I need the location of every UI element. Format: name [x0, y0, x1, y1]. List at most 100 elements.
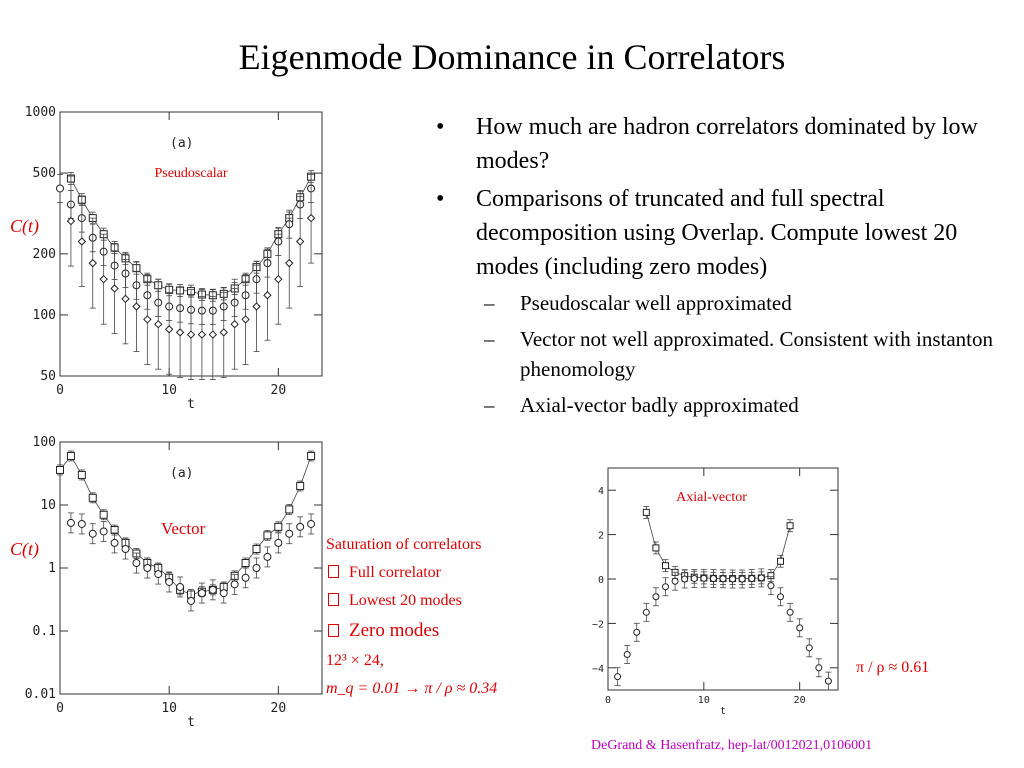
y-tick-label: 2 [598, 531, 604, 542]
y-tick-label: 0.1 [33, 624, 56, 639]
data-point-circle [230, 580, 239, 589]
data-point-square [274, 522, 283, 531]
panel-tag: (a) [170, 136, 193, 151]
data-point-circle [805, 644, 813, 652]
y-tick-label: 4 [598, 486, 604, 497]
x-tick-label: 10 [161, 383, 177, 398]
data-point-circle [709, 575, 717, 583]
x-tick-label: 0 [56, 701, 64, 716]
data-point-square [285, 505, 294, 514]
y-tick-label: 50 [40, 369, 56, 384]
data-point-circle [681, 575, 689, 583]
dash-icon: – [484, 393, 495, 417]
data-point-diamond [132, 302, 141, 311]
data-point-circle [642, 608, 650, 616]
x-tick-label: 0 [605, 695, 611, 706]
data-point-circle [757, 574, 765, 582]
x-tick-label: 10 [161, 701, 177, 716]
data-point-diamond [241, 315, 250, 324]
sub-bullet-item: – Vector not well approximated. Consiste… [432, 324, 1002, 384]
data-point-diamond [274, 274, 283, 284]
data-point-circle [274, 538, 283, 547]
data-point-diamond [175, 328, 185, 337]
data-point-circle [66, 518, 75, 527]
data-point-circle [187, 596, 195, 605]
data-point-circle [690, 575, 698, 583]
saturation-heading: Saturation of correlators [326, 536, 482, 553]
vector-plot: 0 10 20 t 100 10 1 0.1 0.01 (a) Vector [10, 430, 330, 750]
bullet-list: • How much are hadron correlators domina… [432, 110, 1002, 426]
y-tick-label: 1 [48, 561, 56, 576]
y-tick-label: −2 [592, 619, 604, 630]
citation: DeGrand & Hasenfratz, hep-lat/0012021,01… [591, 738, 873, 753]
legend-lowest-label: Lowest 20 modes [349, 592, 462, 609]
data-point-square [662, 562, 669, 570]
data-point-circle [176, 582, 185, 591]
x-tick-label: 20 [271, 383, 287, 398]
data-point-circle [777, 593, 784, 601]
y-tick-label: 200 [33, 247, 56, 262]
data-point-circle [614, 673, 622, 681]
data-point-square [56, 465, 64, 474]
panel-tag: (a) [170, 466, 193, 481]
data-point-circle [662, 583, 669, 591]
data-point-diamond [197, 330, 207, 339]
data-point-circle [623, 650, 631, 658]
data-point-diamond [164, 325, 174, 334]
legend-full-label: Full correlator [349, 564, 441, 581]
data-point-circle [110, 538, 119, 547]
y-tick-label: 1000 [25, 105, 56, 120]
legend-zero-label: Zero modes [349, 620, 440, 641]
data-point-circle [748, 575, 756, 583]
x-tick-label: 10 [698, 695, 710, 706]
axial-pi-rho-ratio: π / ρ ≈ 0.61 [856, 659, 930, 676]
data-point-square [777, 557, 784, 565]
sub-bullet-item: – Pseudoscalar well approximated [432, 288, 1002, 318]
data-point-diamond [77, 237, 87, 246]
y-tick-label: 100 [33, 308, 56, 323]
panel-label: Vector [161, 519, 206, 538]
data-point-circle [285, 529, 294, 538]
data-point-circle [197, 589, 206, 598]
square-marker-icon [328, 565, 339, 578]
data-point-square [307, 451, 316, 460]
data-point-circle [307, 519, 316, 528]
pseudoscalar-plot: 0 10 20 t 1000 500 200 100 50 (a) Pseudoscalar [10, 100, 330, 420]
bullet-item: • Comparisons of truncated and full spec… [432, 182, 1002, 284]
legend-zero-modes: Zero modes [326, 620, 497, 648]
data-point-circle [824, 677, 832, 685]
y-tick-label: 0.01 [25, 687, 56, 702]
data-point-circle [263, 552, 272, 561]
data-point-circle [56, 184, 64, 193]
lattice-size: 12³ × 24, [326, 652, 384, 669]
data-point-diamond [306, 213, 316, 223]
data-point-diamond [263, 291, 272, 300]
data-point-diamond [121, 294, 130, 304]
data-point-circle [729, 575, 737, 583]
data-point-square [77, 470, 86, 479]
data-point-diamond [88, 258, 97, 268]
y-tick-label: 100 [33, 435, 56, 450]
vector-chart-svg: 0 10 20 t 100 10 1 0.1 0.01 (a) Vector [25, 435, 323, 730]
legend-full-correlator: Full correlator [326, 564, 497, 592]
sub-bullet-text: Axial-vector badly approximated [520, 393, 799, 417]
sub-bullet-item: – Axial-vector badly approximated [432, 390, 1002, 420]
data-point-square [263, 531, 272, 540]
data-point-circle [767, 582, 775, 590]
y-tick-label: 0 [598, 575, 604, 586]
data-point-circle [252, 564, 261, 572]
data-point-square [66, 451, 75, 460]
data-point-diamond [285, 258, 294, 268]
x-axis-label: t [187, 397, 195, 412]
data-point-diamond [110, 284, 119, 293]
sub-bullet-text: Pseudoscalar well approximated [520, 291, 792, 315]
data-point-diamond [208, 330, 218, 339]
panel-label: Axial-vector [676, 490, 747, 505]
data-point-circle [241, 573, 250, 582]
x-axis-label: t [187, 715, 195, 730]
data-point-diamond [252, 302, 261, 311]
x-tick-label: 20 [794, 695, 806, 706]
data-point-square [99, 510, 108, 519]
panel-label: Pseudoscalar [154, 166, 227, 181]
saturation-legend: Saturation of correlators Full correlato… [326, 536, 497, 708]
